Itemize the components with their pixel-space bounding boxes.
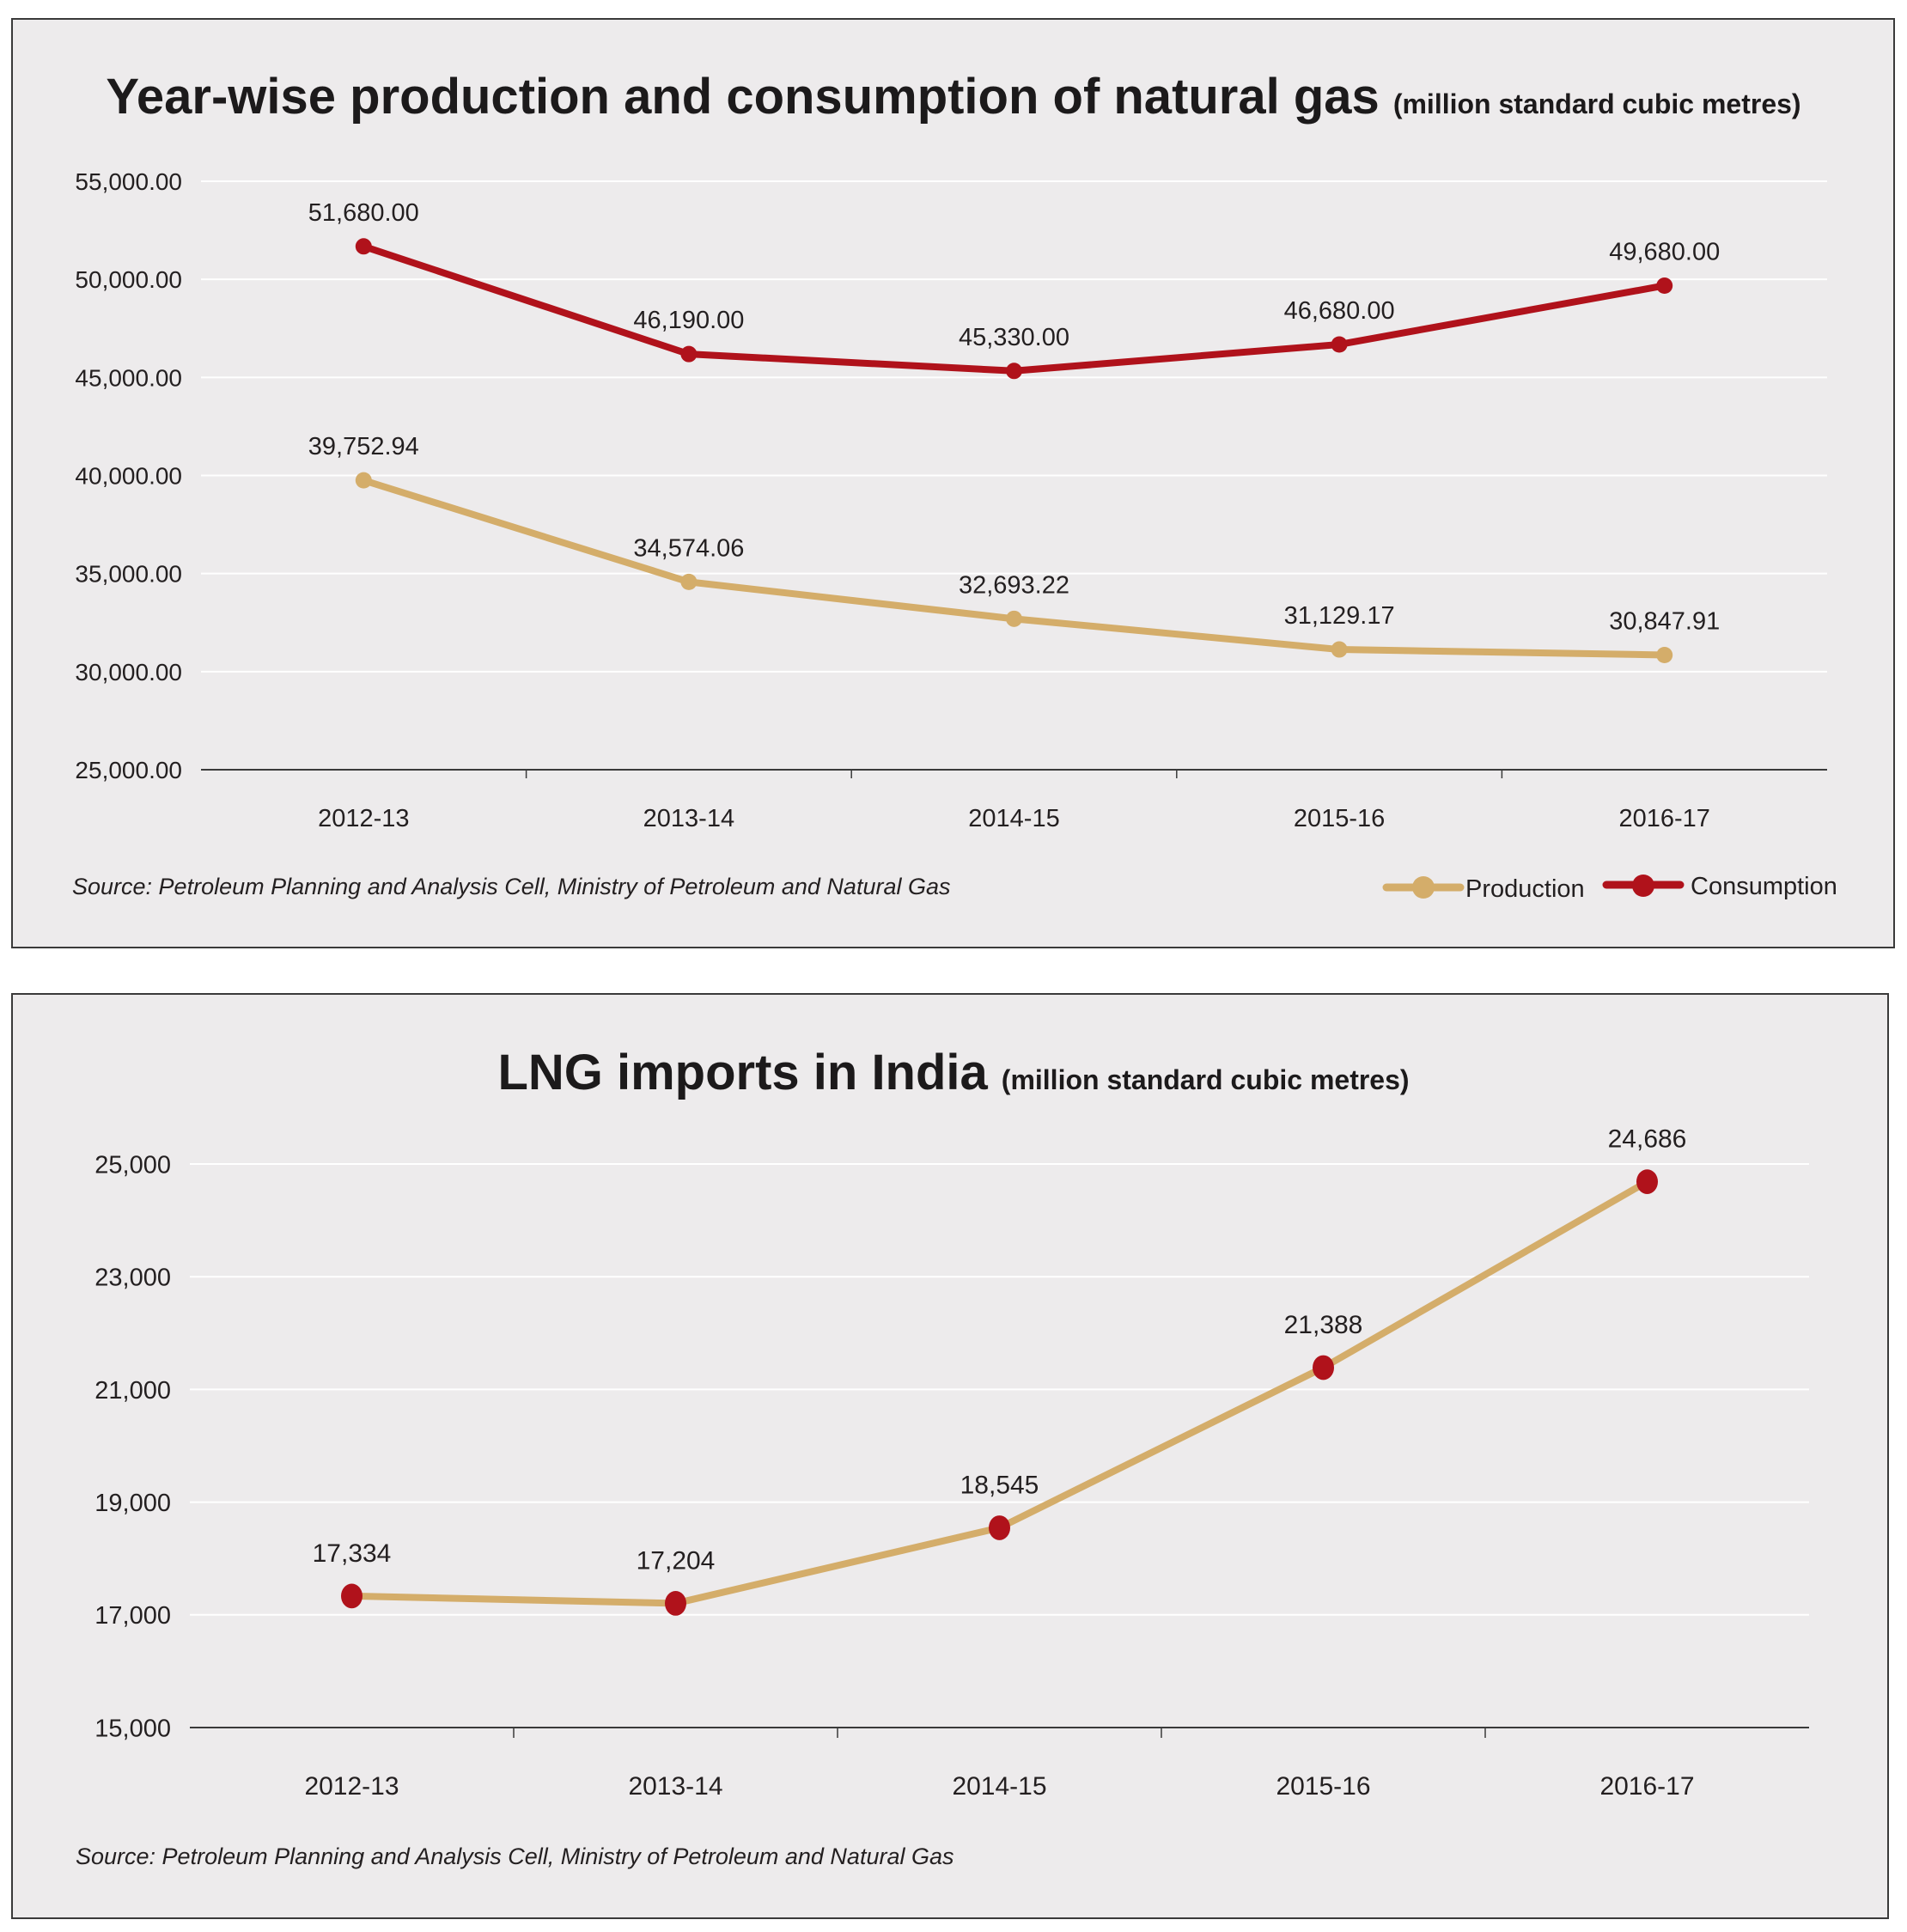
legend-item-consumption[interactable]: Consumption	[1602, 873, 1837, 900]
production-data-label: 34,574.06	[633, 534, 744, 562]
consumption-data-label: 46,190.00	[633, 307, 744, 334]
legend-production-label: Production	[1465, 875, 1585, 903]
x-tick-label: 2015-16	[1294, 805, 1385, 832]
series-group: 17,334 17,204 18,545 21,388 24,686	[313, 1125, 1687, 1616]
chart-title-units: (million standard cubic metres)	[1393, 88, 1801, 119]
series-group: 39,752.94 34,574.06 32,693.22 31,129.17 30,8…	[308, 199, 1720, 663]
legend-consumption-label: Consumption	[1691, 873, 1837, 900]
legend-consumption-marker	[1632, 875, 1654, 897]
consumption-point[interactable]	[355, 238, 372, 255]
x-tick-label: 2013-14	[643, 805, 734, 832]
x-axis-ticks	[525, 770, 1503, 778]
series-lng-imports: 17,334 17,204 18,545 21,388 24,686	[313, 1125, 1687, 1616]
y-tick-label: 23,000	[94, 1265, 171, 1292]
production-data-label: 30,847.91	[1609, 607, 1720, 635]
y-tick-label: 21,000	[94, 1377, 171, 1405]
lng-imports-point[interactable]	[989, 1515, 1010, 1540]
chart-frame	[11, 993, 1889, 1919]
x-tick-label: 2014-15	[952, 1772, 1046, 1801]
y-tick-label: 19,000	[94, 1490, 171, 1517]
production-point[interactable]	[1331, 641, 1348, 658]
lng-imports-data-label: 21,388	[1284, 1311, 1363, 1339]
y-tick-label: 40,000.00	[75, 463, 182, 490]
lng-imports-point[interactable]	[1313, 1355, 1334, 1380]
chart-title: LNG imports in India (million standard c…	[497, 1045, 1409, 1100]
consumption-point[interactable]	[680, 345, 698, 363]
production-data-label: 32,693.22	[959, 571, 1069, 599]
x-tick-label: 2012-13	[304, 1772, 399, 1801]
consumption-point[interactable]	[1656, 277, 1673, 294]
production-data-label: 39,752.94	[308, 433, 419, 460]
production-point[interactable]	[1006, 610, 1022, 627]
y-axis-labels: 25,000.00 30,000.00 35,000.00 40,000.00 45,0…	[75, 168, 182, 783]
x-tick-label: 2015-16	[1276, 1772, 1370, 1801]
chart-title-units: (million standard cubic metres)	[1002, 1064, 1410, 1095]
series-consumption: 51,680.00 46,190.00 45,330.00 46,680.00 49,6…	[308, 199, 1720, 380]
y-tick-label: 30,000.00	[75, 659, 182, 686]
lng-imports-data-label: 17,204	[637, 1546, 716, 1575]
consumption-data-label: 49,680.00	[1609, 238, 1720, 265]
legend: Production Consumption	[1382, 873, 1837, 903]
y-tick-label: 25,000.00	[75, 757, 182, 783]
legend-item-production[interactable]: Production	[1382, 875, 1585, 903]
y-tick-label: 50,000.00	[75, 266, 182, 293]
y-tick-label: 55,000.00	[75, 168, 182, 195]
consumption-point[interactable]	[1331, 336, 1348, 353]
y-tick-label: 17,000	[94, 1602, 171, 1630]
production-consumption-chart: Year-wise production and consumption of …	[11, 18, 1895, 948]
x-tick-label: 2016-17	[1599, 1772, 1694, 1801]
production-point[interactable]	[355, 472, 372, 489]
x-axis-labels: 2012-13 2013-14 2014-15 2015-16 2016-17	[318, 805, 1710, 832]
y-tick-label: 15,000	[94, 1715, 171, 1742]
consumption-data-label: 51,680.00	[308, 199, 419, 227]
y-tick-label: 25,000	[94, 1151, 171, 1179]
production-point[interactable]	[1656, 646, 1673, 663]
chart-title-main: Year-wise production and consumption of …	[106, 69, 1379, 125]
x-tick-label: 2013-14	[628, 1772, 722, 1801]
consumption-data-label: 45,330.00	[959, 324, 1069, 351]
x-tick-label: 2012-13	[318, 805, 409, 832]
y-axis-labels: 15,000 17,000 19,000 21,000 23,000 25,000	[94, 1151, 171, 1742]
x-axis-labels: 2012-13 2013-14 2014-15 2015-16 2016-17	[304, 1772, 1694, 1801]
gridlines	[190, 1163, 1809, 1616]
source-note: Source: Petroleum Planning and Analysis …	[76, 1844, 954, 1869]
production-data-label: 31,129.17	[1284, 602, 1395, 630]
chart-title-main: LNG imports in India	[497, 1045, 988, 1100]
consumption-data-label: 46,680.00	[1284, 297, 1395, 325]
consumption-point[interactable]	[1006, 363, 1022, 380]
series-production: 39,752.94 34,574.06 32,693.22 31,129.17 30,8…	[308, 433, 1720, 663]
y-tick-label: 45,000.00	[75, 364, 182, 391]
x-tick-label: 2016-17	[1618, 805, 1709, 832]
lng-imports-point[interactable]	[665, 1591, 686, 1616]
y-tick-label: 35,000.00	[75, 561, 182, 588]
legend-production-marker	[1412, 876, 1435, 899]
source-note: Source: Petroleum Planning and Analysis …	[72, 874, 950, 899]
lng-imports-point[interactable]	[1636, 1169, 1658, 1194]
x-axis-ticks	[513, 1728, 1486, 1738]
lng-imports-data-label: 17,334	[313, 1539, 392, 1568]
chart-frame	[11, 18, 1895, 948]
lng-imports-chart: LNG imports in India (million standard c…	[11, 993, 1889, 1919]
lng-imports-data-label: 24,686	[1608, 1125, 1687, 1154]
production-point[interactable]	[680, 573, 698, 590]
chart-title: Year-wise production and consumption of …	[106, 69, 1800, 125]
lng-imports-data-label: 18,545	[960, 1471, 1039, 1499]
lng-imports-point[interactable]	[341, 1583, 363, 1609]
x-tick-label: 2014-15	[968, 805, 1059, 832]
